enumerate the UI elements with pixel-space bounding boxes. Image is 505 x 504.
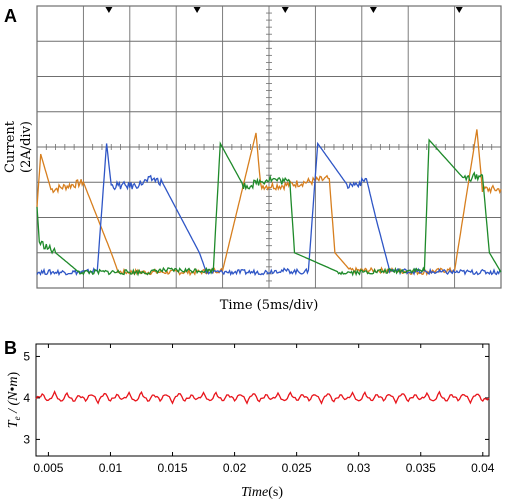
x-tick-label: 0.02 bbox=[223, 461, 247, 475]
trigger-marker bbox=[193, 7, 201, 13]
torque-series-line bbox=[35, 390, 490, 405]
scope-grid bbox=[36, 5, 502, 289]
torque-y-axis-label: Te / (N•m) bbox=[6, 371, 22, 428]
y-tick-label: 3 bbox=[23, 432, 30, 446]
x-tick-label: 0.005 bbox=[33, 461, 63, 475]
trigger-marker bbox=[369, 7, 377, 13]
scope-y-axis-label: Current (2A/div) bbox=[3, 120, 34, 173]
plot-frame bbox=[35, 343, 490, 457]
x-tick-label: 0.035 bbox=[406, 461, 436, 475]
x-tick-label: 0.015 bbox=[158, 461, 188, 475]
x-tick-label: 0.01 bbox=[99, 461, 123, 475]
panel-a-label: A bbox=[4, 6, 17, 26]
trigger-marker bbox=[105, 7, 113, 13]
scope-traces bbox=[36, 129, 502, 277]
x-tick-label: 0.03 bbox=[347, 461, 371, 475]
x-tick-label: 0.04 bbox=[471, 461, 495, 475]
torque-x-axis-label: Time(s) bbox=[241, 485, 283, 500]
trigger-marker bbox=[281, 7, 289, 13]
trigger-marker bbox=[455, 7, 463, 13]
scope-y-axis-label-line2: (2A/div) bbox=[19, 121, 34, 173]
trace-phase_a bbox=[36, 129, 502, 277]
plot-ticks: 0.005 0.01 0.015 0.02 0.025 0.03 0.035 0.04 3 4 5 bbox=[23, 344, 495, 475]
svg-text:Te / (N•m): Te / (N•m) bbox=[6, 371, 22, 428]
y-tick-label: 5 bbox=[23, 349, 30, 363]
trace-phase_c bbox=[36, 138, 502, 277]
scope-y-axis-label-line1: Current bbox=[3, 120, 18, 173]
panel-b-label: B bbox=[4, 338, 17, 358]
scope-x-axis-label: Time (5ms/div) bbox=[220, 298, 319, 313]
oscilloscope-panel bbox=[36, 5, 502, 289]
trigger-markers bbox=[105, 7, 463, 13]
y-tick-label: 4 bbox=[23, 391, 30, 405]
torque-plot: 0.005 0.01 0.015 0.02 0.025 0.03 0.035 0.04 3 4 5 bbox=[23, 343, 495, 475]
trace-phase_b bbox=[36, 141, 502, 277]
x-tick-label: 0.025 bbox=[282, 461, 312, 475]
